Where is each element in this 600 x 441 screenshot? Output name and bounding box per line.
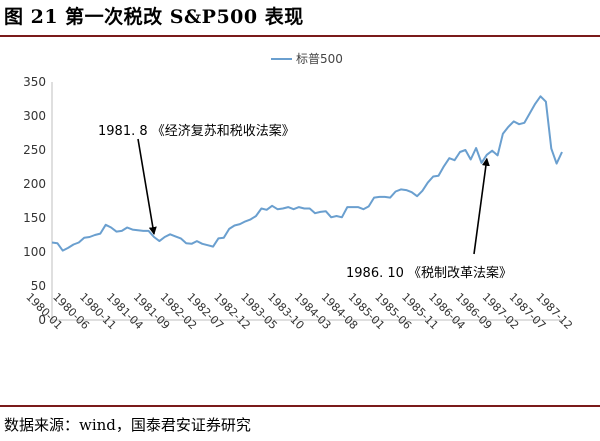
series-layer	[51, 95, 563, 252]
y-tick-label: 250	[23, 143, 46, 157]
y-tick-label: 150	[23, 211, 46, 225]
series-line-sp500	[51, 95, 563, 252]
y-tick-label: 200	[23, 177, 46, 191]
figure-title: 图 21 第一次税改 S&P500 表现	[4, 6, 304, 28]
legend-label: 标普500	[296, 52, 343, 66]
x-tick-labels: 1980-011980-061980-111981-041981-091982-…	[23, 290, 575, 332]
source-note: 数据来源：wind，国泰君安证券研究	[4, 416, 251, 434]
annotation-1981-08: 1981. 8 《经济复苏和税收法案》	[98, 124, 295, 139]
arrow-1986-10	[473, 157, 490, 255]
y-tick-label: 50	[31, 279, 46, 293]
y-tick-label: 350	[23, 75, 46, 89]
footer-rule	[0, 405, 600, 407]
y-tick-label: 0	[38, 313, 46, 327]
chart-axes	[51, 82, 562, 321]
y-tick-labels: 0 50 100 150 200 250 300 350	[23, 75, 46, 327]
annotation-arrows	[137, 138, 490, 255]
legend: 标普500	[271, 52, 343, 66]
y-tick-label: 100	[23, 245, 46, 259]
annotation-1986-10: 1986. 10 《税制改革法案》	[346, 266, 513, 281]
title-rule	[0, 35, 600, 37]
y-tick-label: 300	[23, 109, 46, 123]
arrow-1981-08	[137, 138, 157, 236]
